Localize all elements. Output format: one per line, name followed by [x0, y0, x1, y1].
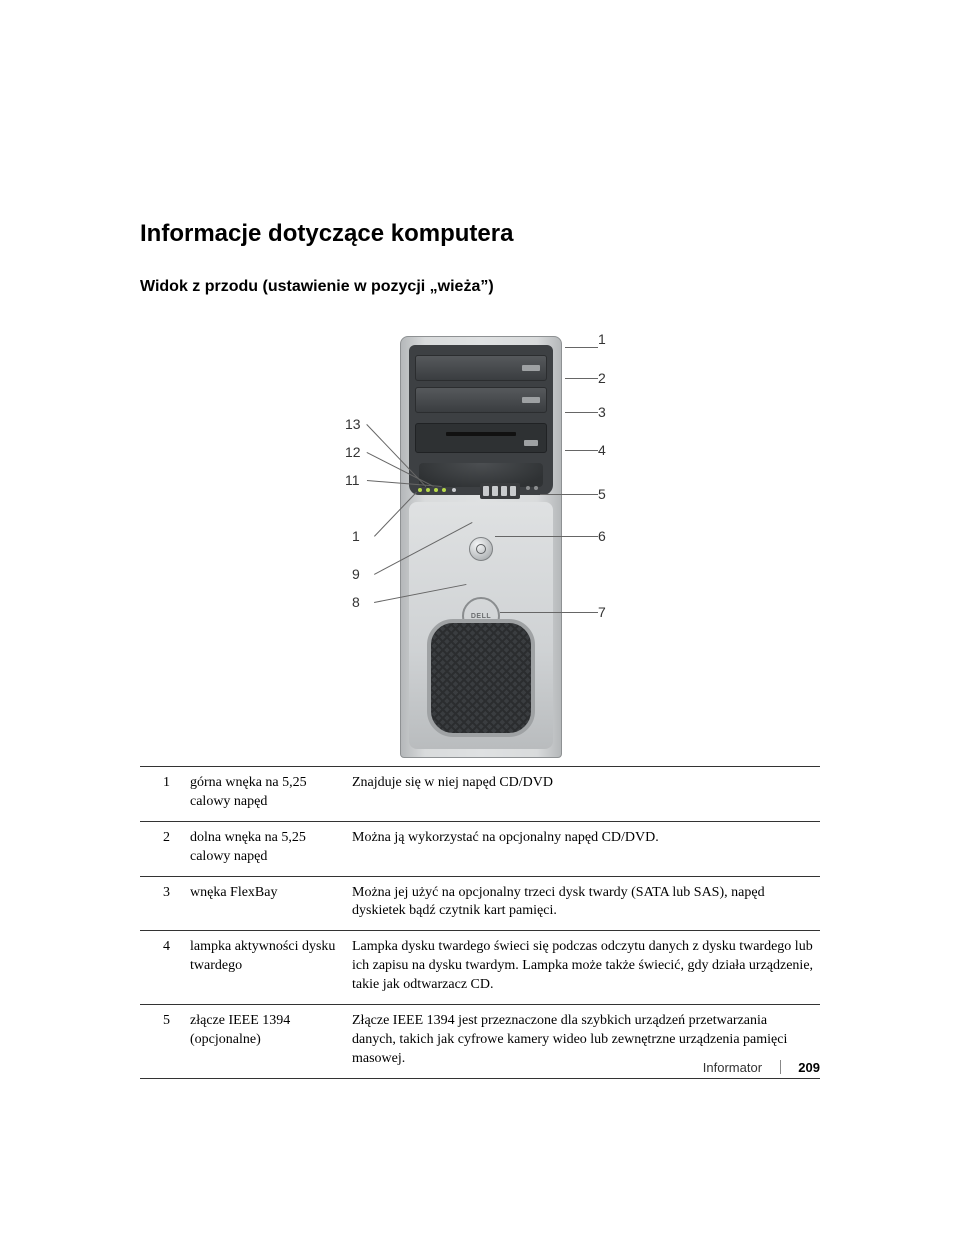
callout-number: 9 [352, 566, 360, 582]
callout-number: 7 [598, 604, 606, 620]
diagnostic-led [442, 488, 446, 492]
tower-bezel [409, 345, 553, 495]
front-ports [480, 483, 520, 499]
page-subheading: Widok z przodu (ustawienie w pozycji „wi… [140, 278, 820, 296]
front-view-diagram: DELL 1234567131211198 [140, 316, 820, 766]
row-description: Lampka dysku twardego świeci się podczas… [346, 931, 820, 1005]
callout-number: 4 [598, 442, 606, 458]
audio-jacks [526, 486, 530, 490]
callout-number: 3 [598, 404, 606, 420]
row-name: górna wnęka na 5,25 calowy napęd [184, 767, 346, 822]
callout-number: 1 [352, 528, 360, 544]
table-row: 2dolna wnęka na 5,25 calowy napędMożna j… [140, 821, 820, 876]
row-description: Znajduje się w niej napęd CD/DVD [346, 767, 820, 822]
leader-line [500, 612, 598, 613]
leader-line [565, 378, 598, 379]
row-name: dolna wnęka na 5,25 calowy napęd [184, 821, 346, 876]
callout-number: 8 [352, 594, 360, 610]
tower-front-face: DELL [409, 502, 553, 749]
leader-line [565, 347, 598, 348]
table-row: 3wnęka FlexBayMożna jej użyć na opcjonal… [140, 876, 820, 931]
front-grille [427, 619, 535, 737]
row-number: 1 [140, 767, 184, 822]
callout-number: 11 [345, 472, 360, 488]
callout-number: 2 [598, 370, 606, 386]
footer-page-number: 209 [798, 1060, 820, 1075]
leader-line [565, 412, 598, 413]
table-row: 1górna wnęka na 5,25 calowy napędZnajduj… [140, 767, 820, 822]
optical-drive-upper [415, 355, 547, 381]
row-name: wnęka FlexBay [184, 876, 346, 931]
diagnostic-led [426, 488, 430, 492]
callout-number: 12 [345, 444, 361, 460]
footer-separator [780, 1060, 781, 1074]
power-button-illustration [469, 537, 493, 561]
hdd-activity-led [452, 488, 456, 492]
callout-number: 13 [345, 416, 361, 432]
optical-drive-lower [415, 387, 547, 413]
leader-line [540, 494, 598, 495]
callout-number: 5 [598, 486, 606, 502]
row-number: 2 [140, 821, 184, 876]
page-content: Informacje dotyczące komputera Widok z p… [140, 220, 820, 1079]
row-number: 4 [140, 931, 184, 1005]
table-row: 4lampka aktywności dysku twardegoLampka … [140, 931, 820, 1005]
page-footer: Informator 209 [140, 1060, 820, 1075]
leader-line [565, 450, 598, 451]
flexbay [415, 423, 547, 453]
callout-number: 1 [598, 331, 606, 347]
row-number: 3 [140, 876, 184, 931]
row-description: Można jej użyć na opcjonalny trzeci dysk… [346, 876, 820, 931]
row-description: Można ją wykorzystać na opcjonalny napęd… [346, 821, 820, 876]
row-name: lampka aktywności dysku twardego [184, 931, 346, 1005]
footer-section: Informator [703, 1060, 762, 1075]
leader-line [495, 536, 598, 537]
page-heading: Informacje dotyczące komputera [140, 220, 820, 248]
diagnostic-led [434, 488, 438, 492]
diagnostic-led [418, 488, 422, 492]
component-table: 1górna wnęka na 5,25 calowy napędZnajduj… [140, 766, 820, 1079]
callout-number: 6 [598, 528, 606, 544]
